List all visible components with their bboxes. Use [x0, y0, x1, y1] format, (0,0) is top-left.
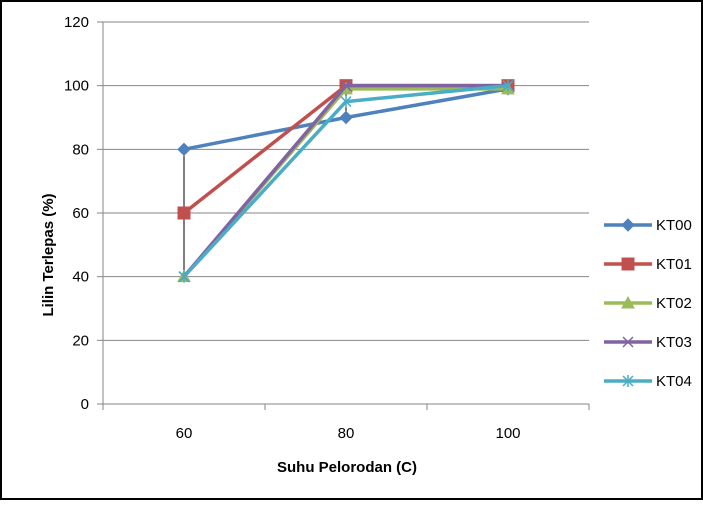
legend-item: KT04 — [604, 373, 692, 390]
data-point — [177, 142, 191, 157]
data-point — [339, 110, 353, 125]
y-tick-label: 100 — [64, 78, 89, 95]
legend-label: KT01 — [656, 256, 692, 273]
legend-label: KT00 — [656, 217, 692, 234]
x-axis-title: Suhu Pelorodan (C) — [277, 459, 417, 476]
x-tick-label: 80 — [338, 425, 355, 442]
x-tick-labels: 60 80 100 — [176, 425, 521, 442]
y-tick-label: 40 — [72, 269, 89, 286]
x-tick-label: 60 — [176, 425, 193, 442]
data-point — [340, 95, 352, 108]
data-point — [340, 80, 352, 92]
data-point — [178, 270, 190, 283]
axes — [97, 21, 590, 410]
legend-marker — [622, 336, 634, 348]
series-kt04 — [178, 79, 514, 283]
legend: KT00 KT01 KT02 KT03 KT04 — [604, 217, 692, 390]
x-tick-label: 100 — [495, 425, 520, 442]
y-tick-label: 20 — [72, 332, 89, 349]
legend-marker — [622, 375, 634, 387]
legend-marker — [621, 295, 635, 309]
legend-item: KT01 — [604, 256, 692, 273]
y-axis-title: Lilin Terlepas (%) — [40, 193, 57, 316]
legend-item: KT03 — [604, 334, 692, 351]
y-tick-label: 120 — [64, 14, 89, 31]
y-tick-labels: 0 20 40 60 80 100 120 — [64, 14, 89, 413]
legend-label: KT02 — [656, 295, 692, 312]
series-layer — [177, 79, 515, 283]
y-tick-label: 60 — [72, 205, 89, 222]
legend-marker — [621, 218, 635, 232]
y-tick-label: 80 — [72, 141, 89, 158]
data-point — [177, 206, 191, 220]
y-tick-label: 0 — [81, 396, 89, 413]
legend-label: KT03 — [656, 334, 692, 351]
data-point — [502, 79, 514, 92]
legend-marker — [621, 257, 635, 271]
legend-item: KT02 — [604, 295, 692, 312]
legend-label: KT04 — [656, 373, 692, 390]
legend-item: KT00 — [604, 217, 692, 234]
